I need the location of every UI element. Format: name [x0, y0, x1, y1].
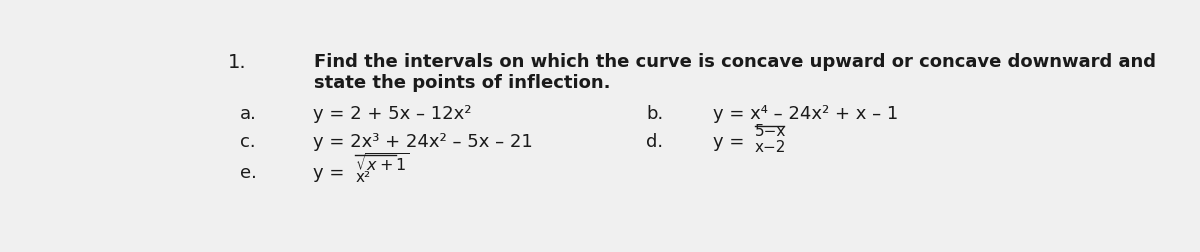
Text: y =: y = — [313, 164, 344, 182]
Text: d.: d. — [646, 133, 664, 151]
Text: y = x⁴ – 24x² + x – 1: y = x⁴ – 24x² + x – 1 — [713, 105, 898, 123]
Text: 5−x: 5−x — [755, 124, 786, 139]
Text: state the points of inflection.: state the points of inflection. — [314, 74, 611, 92]
Text: y =: y = — [713, 133, 744, 151]
Text: 1.: 1. — [228, 53, 246, 72]
Text: c.: c. — [240, 133, 256, 151]
Text: $\sqrt{x+1}$: $\sqrt{x+1}$ — [355, 153, 409, 175]
Text: y = 2x³ + 24x² – 5x – 21: y = 2x³ + 24x² – 5x – 21 — [313, 133, 533, 151]
Text: b.: b. — [646, 105, 664, 123]
Text: Find the intervals on which the curve is concave upward or concave downward and: Find the intervals on which the curve is… — [314, 53, 1157, 71]
Text: x²: x² — [355, 170, 371, 185]
Text: y = 2 + 5x – 12x²: y = 2 + 5x – 12x² — [313, 105, 472, 123]
Text: a.: a. — [240, 105, 257, 123]
Text: x−2: x−2 — [755, 140, 786, 154]
Text: e.: e. — [240, 164, 257, 182]
